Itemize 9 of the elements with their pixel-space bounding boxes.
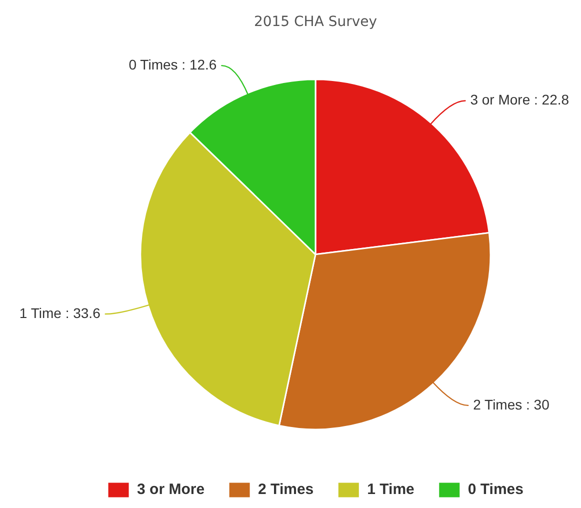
data-label: 2 Times : 30 <box>473 396 550 412</box>
data-label: 0 Times : 12.6 <box>128 56 217 72</box>
legend-label: 3 or More <box>137 481 205 498</box>
legend-label: 1 Time <box>367 481 414 498</box>
legend-label: 2 Times <box>258 481 314 498</box>
data-label: 3 or More : 22.8 <box>470 92 570 108</box>
legend-label: 0 Times <box>468 481 524 498</box>
data-label: 1 Time : 33.6 <box>19 304 101 321</box>
chart-title: 2015 CHA Survey <box>254 14 378 30</box>
